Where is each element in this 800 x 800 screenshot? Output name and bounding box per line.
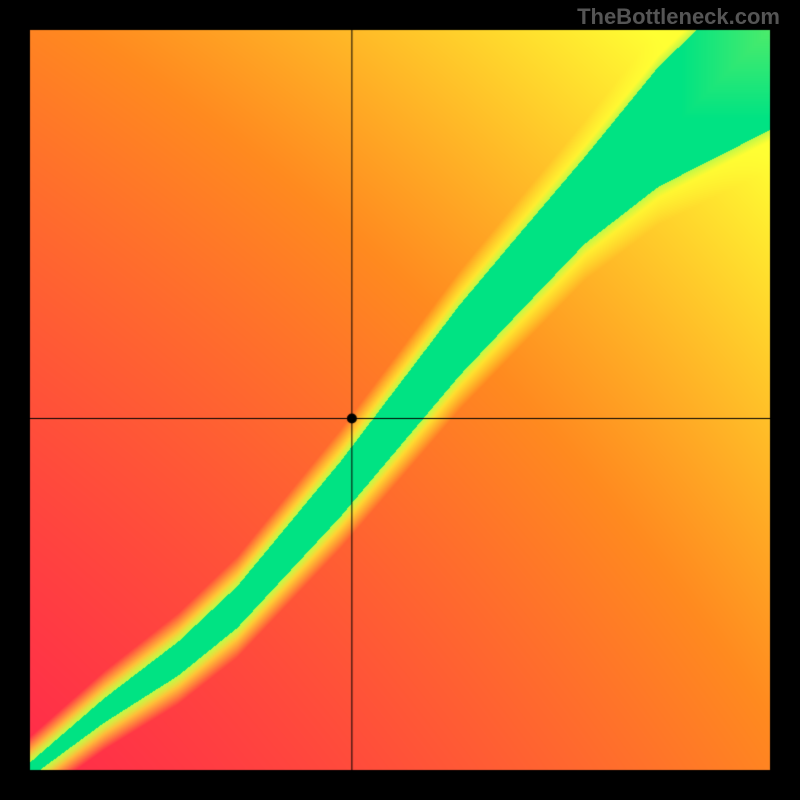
watermark-text: TheBottleneck.com [577, 4, 780, 30]
bottleneck-heatmap [0, 0, 800, 800]
chart-container: TheBottleneck.com [0, 0, 800, 800]
